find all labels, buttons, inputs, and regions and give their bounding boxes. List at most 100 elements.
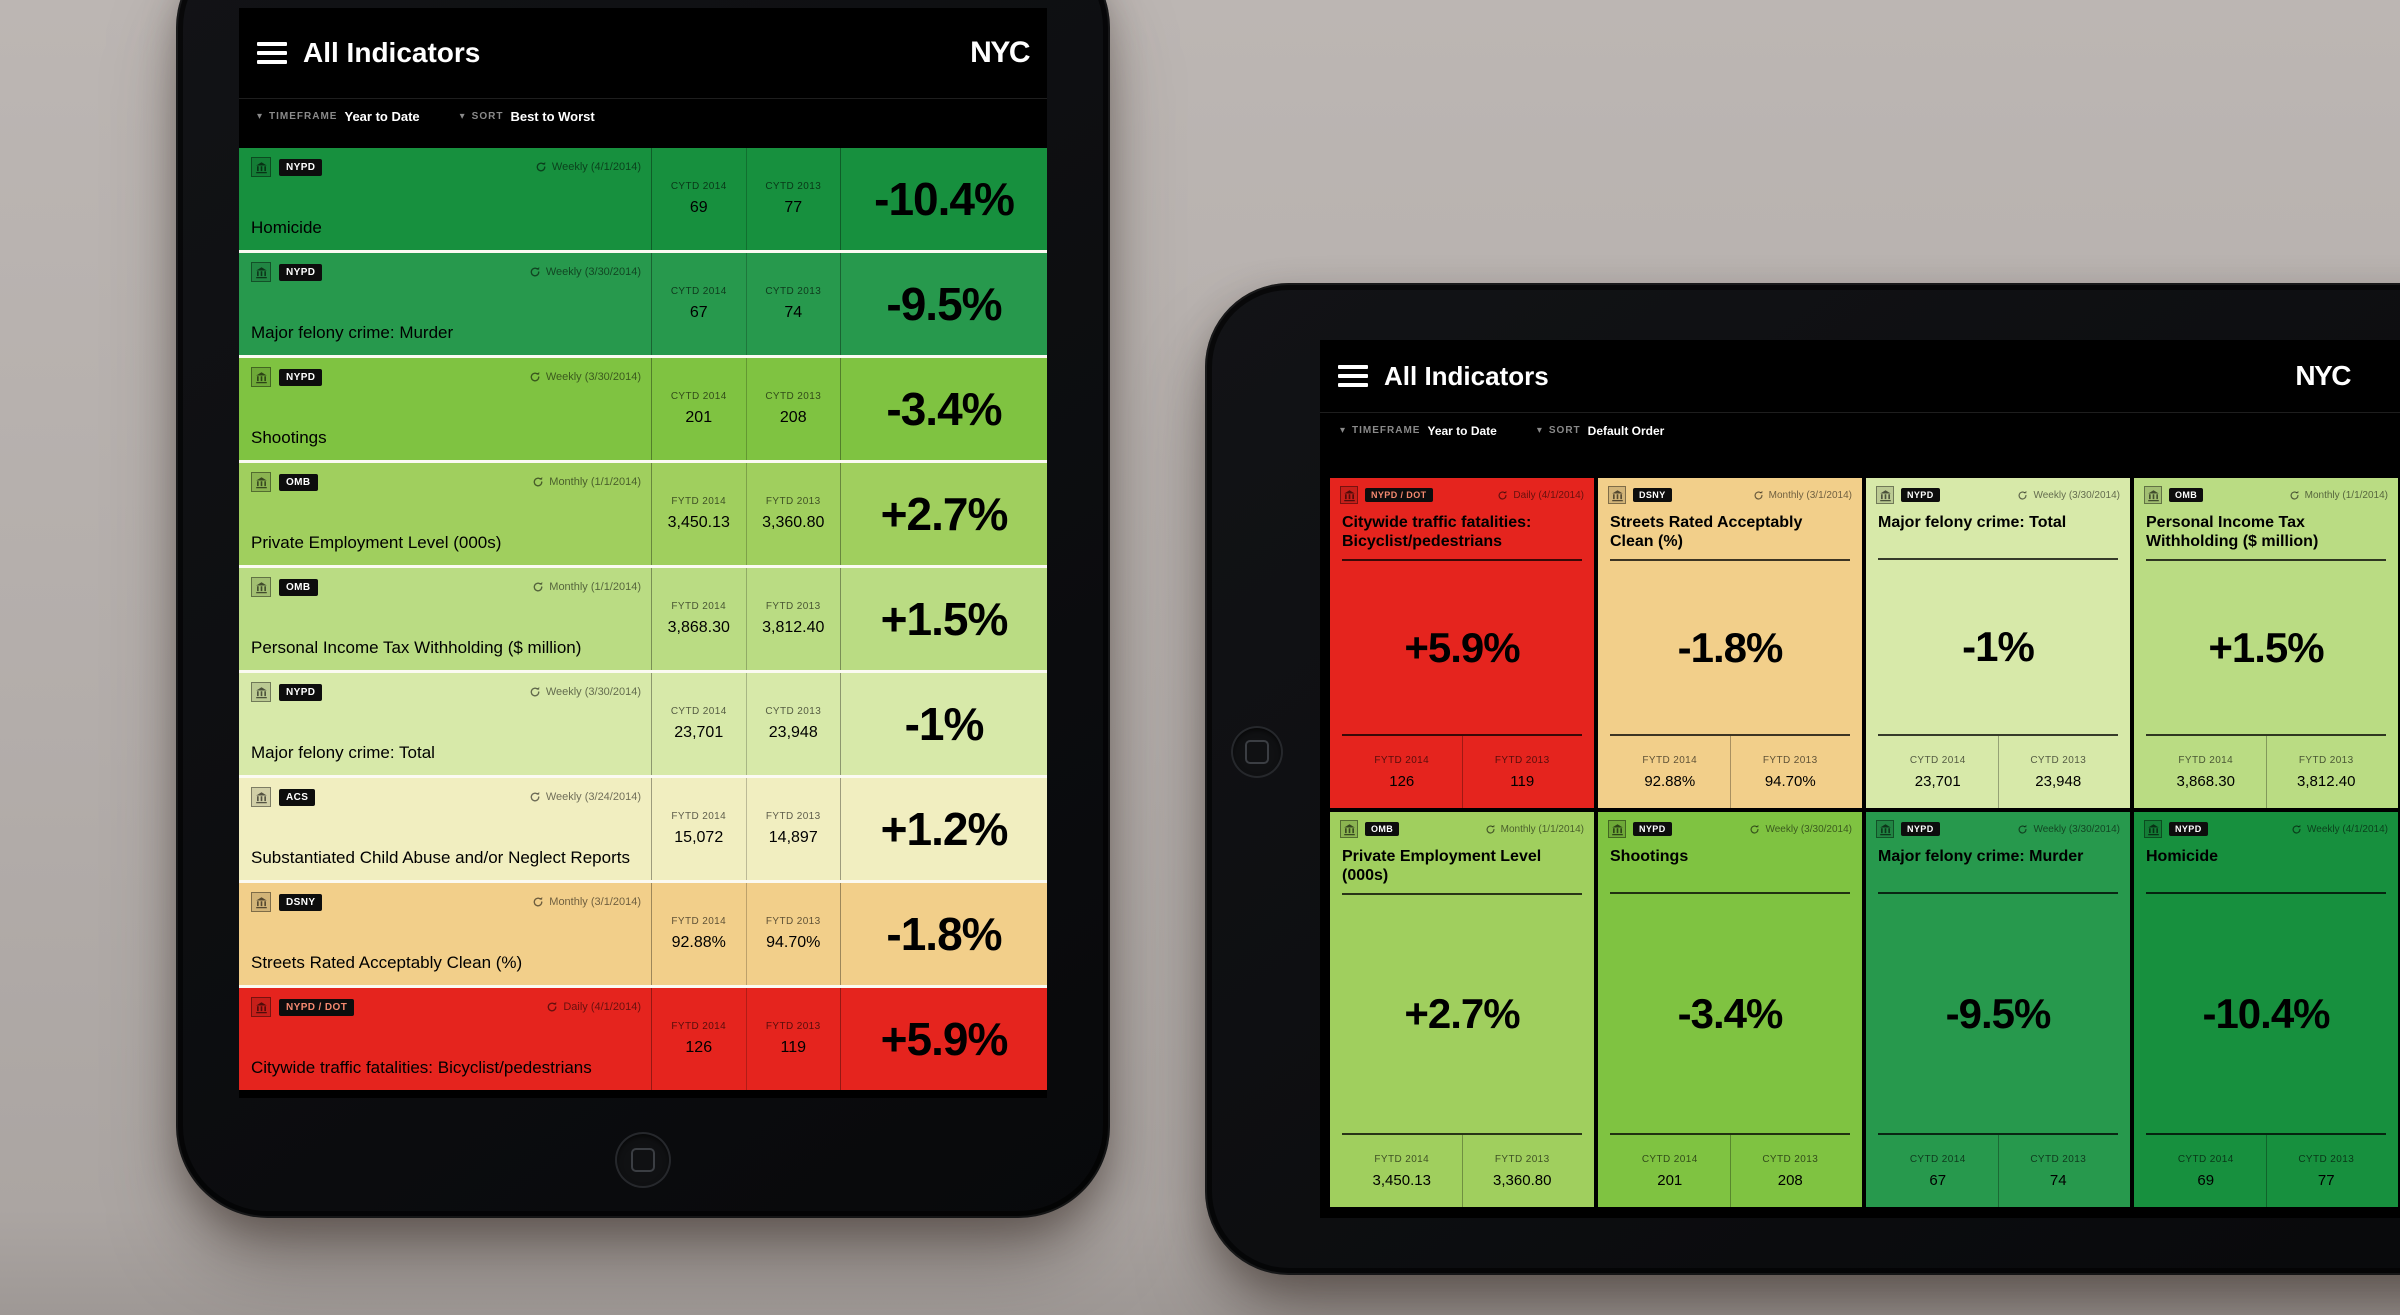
value-number: 67 bbox=[1929, 1171, 1947, 1189]
value-label: FYTD 2014 bbox=[671, 496, 727, 507]
change-percent: -1.8% bbox=[886, 908, 1002, 960]
refresh-icon bbox=[1754, 490, 1763, 499]
timeframe-filter[interactable]: ▾ TIMEFRAME Year to Date bbox=[1340, 424, 1497, 438]
value-label: FYTD 2013 bbox=[1494, 754, 1550, 766]
update-frequency: Monthly (1/1/2014) bbox=[532, 476, 641, 488]
indicator-card[interactable]: NYPD / DOT Daily (4/1/2014) Citywide traf… bbox=[1330, 478, 1594, 808]
update-frequency: Weekly (3/30/2014) bbox=[529, 686, 641, 698]
caret-down-icon: ▾ bbox=[257, 111, 263, 122]
change-percent: -1% bbox=[904, 698, 985, 750]
indicator-name: Shootings bbox=[251, 428, 327, 448]
indicator-name: Major felony crime: Total bbox=[1878, 514, 2067, 531]
card-values: CYTD 2014 67 CYTD 2013 74 bbox=[1878, 1135, 2118, 1207]
row-values: CYTD 2014 67 CYTD 2013 74 bbox=[651, 253, 841, 355]
card-values: FYTD 2014 126 FYTD 2013 119 bbox=[1342, 736, 1582, 808]
building-icon bbox=[251, 262, 271, 282]
sort-filter[interactable]: ▾ SORT Default Order bbox=[1537, 424, 1665, 438]
change-percent: -3.4% bbox=[886, 383, 1002, 435]
indicator-row[interactable]: ACS Weekly (3/24/2014) Substantiated Chi… bbox=[239, 778, 1047, 880]
value-number: 201 bbox=[685, 409, 713, 426]
value-label: CYTD 2014 bbox=[670, 286, 727, 297]
building-icon bbox=[251, 997, 271, 1017]
home-button[interactable] bbox=[615, 1132, 671, 1188]
value-label: CYTD 2013 bbox=[2030, 1153, 2087, 1165]
row-main: NYPD Weekly (4/1/2014) Homicide bbox=[239, 148, 651, 250]
change-percent: -3.4% bbox=[1677, 989, 1784, 1037]
value-label: FYTD 2014 bbox=[671, 601, 727, 612]
timeframe-value: Year to Date bbox=[1427, 423, 1497, 438]
indicator-row[interactable]: OMB Monthly (1/1/2014) Private Employmen… bbox=[239, 463, 1047, 565]
home-button[interactable] bbox=[1231, 726, 1283, 778]
row-values: CYTD 2014 23,701 CYTD 2013 23,948 bbox=[651, 673, 841, 775]
update-frequency: Weekly (3/24/2014) bbox=[529, 791, 641, 803]
indicator-name: Homicide bbox=[2146, 848, 2219, 865]
indicator-card[interactable]: DSNY Monthly (3/1/2014) Streets Rated Acc… bbox=[1598, 478, 1862, 808]
indicator-row[interactable]: NYPD Weekly (3/30/2014) Shootings CYTD 2… bbox=[239, 358, 1047, 460]
indicator-card[interactable]: OMB Monthly (1/1/2014) Private Employment… bbox=[1330, 812, 1594, 1207]
row-values: FYTD 2014 15,072 FYTD 2013 14,897 bbox=[651, 778, 841, 880]
change-percent: +1.5% bbox=[880, 593, 1009, 645]
value-number: 119 bbox=[1510, 772, 1535, 790]
indicator-row[interactable]: NYPD / DOT Daily (4/1/2014) Citywide tra… bbox=[239, 988, 1047, 1090]
value-number: 3,812.40 bbox=[2297, 772, 2356, 790]
indicator-card[interactable]: NYPD Weekly (3/30/2014) Major felony crim… bbox=[1866, 478, 2130, 808]
refresh-icon bbox=[1486, 824, 1495, 833]
menu-icon[interactable] bbox=[1338, 365, 1368, 387]
value-label: FYTD 2013 bbox=[2298, 754, 2354, 766]
building-icon bbox=[2144, 486, 2162, 504]
indicator-row[interactable]: NYPD Weekly (3/30/2014) Major felony cri… bbox=[239, 253, 1047, 355]
caret-down-icon: ▾ bbox=[1536, 425, 1542, 436]
building-icon bbox=[1608, 486, 1626, 504]
indicator-row[interactable]: NYPD Weekly (3/30/2014) Major felony cri… bbox=[239, 673, 1047, 775]
row-values: FYTD 2014 92.88% FYTD 2013 94.70% bbox=[651, 883, 841, 985]
value-number: 126 bbox=[1389, 772, 1415, 790]
agency-badge: NYPD bbox=[279, 263, 323, 281]
indicator-card[interactable]: NYPD Weekly (3/30/2014) Major felony crim… bbox=[1866, 812, 2130, 1207]
value-number: 126 bbox=[685, 1039, 713, 1056]
value-number: 23,701 bbox=[1914, 772, 1961, 790]
agency-badge: NYPD bbox=[279, 158, 323, 176]
indicator-card[interactable]: NYPD Weekly (4/1/2014) Homicide -10.4% CY… bbox=[2134, 812, 2398, 1207]
update-frequency: Weekly (3/30/2014) bbox=[1749, 824, 1852, 835]
refresh-icon bbox=[2292, 824, 2301, 833]
value-number: 3,450.13 bbox=[667, 514, 730, 531]
indicator-row[interactable]: OMB Monthly (1/1/2014) Personal Income T… bbox=[239, 568, 1047, 670]
sort-filter[interactable]: ▾ SORT Best to Worst bbox=[460, 109, 595, 124]
indicator-name: Citywide traffic fatalities: Bicyclist/p… bbox=[1342, 514, 1532, 551]
row-values: FYTD 2014 3,450.13 FYTD 2013 3,360.80 bbox=[651, 463, 841, 565]
value-number: 3,360.80 bbox=[762, 514, 825, 531]
tablet-landscape: All Indicators NYC ▾ TIMEFRAME Year to D… bbox=[1205, 283, 2400, 1275]
agency-badge: NYPD bbox=[279, 368, 323, 386]
row-main: NYPD Weekly (3/30/2014) Major felony cri… bbox=[239, 673, 651, 775]
value-label: FYTD 2013 bbox=[765, 496, 821, 507]
indicator-grid: NYPD / DOT Daily (4/1/2014) Citywide traf… bbox=[1320, 448, 2400, 1207]
value-label: FYTD 2014 bbox=[671, 916, 727, 927]
agency-badge: OMB bbox=[279, 578, 318, 596]
value-number: 77 bbox=[2317, 1171, 2335, 1189]
change-percent: -10.4% bbox=[874, 173, 1015, 225]
indicator-card[interactable]: NYPD Weekly (3/30/2014) Shootings -3.4% C… bbox=[1598, 812, 1862, 1207]
indicator-card[interactable]: OMB Monthly (1/1/2014) Personal Income Ta… bbox=[2134, 478, 2398, 808]
value-label: CYTD 2013 bbox=[1762, 1153, 1819, 1165]
indicator-row[interactable]: NYPD Weekly (4/1/2014) Homicide CYTD 201… bbox=[239, 148, 1047, 250]
card-values: CYTD 2014 201 CYTD 2013 208 bbox=[1610, 1135, 1850, 1207]
page-title: All Indicators bbox=[303, 37, 481, 68]
frequency-text: Daily (4/1/2014) bbox=[563, 1001, 641, 1013]
value-label: CYTD 2014 bbox=[1909, 754, 1966, 766]
value-number: 94.70% bbox=[1764, 772, 1816, 790]
agency-badge: OMB bbox=[1365, 822, 1400, 836]
update-frequency: Weekly (4/1/2014) bbox=[535, 161, 641, 173]
update-frequency: Monthly (3/1/2014) bbox=[532, 896, 641, 908]
menu-icon[interactable] bbox=[257, 42, 287, 64]
value-number: 92.88% bbox=[671, 934, 726, 951]
update-frequency: Monthly (1/1/2014) bbox=[1485, 824, 1584, 835]
indicator-name: Private Employment Level (000s) bbox=[1342, 848, 1542, 885]
indicator-name: Private Employment Level (000s) bbox=[251, 533, 502, 553]
indicator-row[interactable]: DSNY Monthly (3/1/2014) Streets Rated Ac… bbox=[239, 883, 1047, 985]
row-main: NYPD Weekly (3/30/2014) Shootings bbox=[239, 358, 651, 460]
timeframe-filter[interactable]: ▾ TIMEFRAME Year to Date bbox=[257, 109, 420, 124]
value-number: 3,360.80 bbox=[1493, 1171, 1552, 1189]
change-percent: +1.2% bbox=[880, 803, 1009, 855]
change-percent: +5.9% bbox=[1404, 623, 1520, 671]
refresh-icon bbox=[533, 582, 543, 592]
